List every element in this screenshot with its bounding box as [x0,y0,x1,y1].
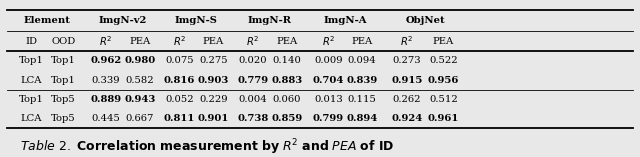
Text: ImgN-S: ImgN-S [175,16,218,25]
Text: 0.894: 0.894 [346,114,378,123]
Text: 0.445: 0.445 [92,114,120,123]
Text: $\mathit{Table\ 2.}$ $\bf{Correlation\ measurement\ by}$ $R^2$ $\bf{and}$ $\math: $\mathit{Table\ 2.}$ $\bf{Correlation\ m… [20,137,394,157]
Text: $R^2$: $R^2$ [400,34,413,48]
Text: 0.980: 0.980 [124,56,156,65]
Text: 0.522: 0.522 [429,56,458,65]
Text: LCA: LCA [20,114,42,123]
Text: PEA: PEA [129,37,150,46]
Text: PEA: PEA [276,37,298,46]
Text: 0.273: 0.273 [392,56,421,65]
Text: 0.811: 0.811 [164,114,195,123]
Text: Top5: Top5 [51,95,76,104]
Text: ImgN-A: ImgN-A [323,16,367,25]
Text: 0.512: 0.512 [429,95,458,104]
Text: 0.915: 0.915 [391,76,422,85]
Text: PEA: PEA [433,37,454,46]
Text: Top1: Top1 [19,95,44,104]
Text: PEA: PEA [351,37,372,46]
Text: Element: Element [24,16,71,25]
Text: 0.275: 0.275 [199,56,228,65]
Text: 0.075: 0.075 [165,56,194,65]
Text: 0.956: 0.956 [428,76,459,85]
Text: $R^2$: $R^2$ [99,34,113,48]
Text: $R^2$: $R^2$ [246,34,260,48]
Text: 0.094: 0.094 [348,56,376,65]
Text: 0.903: 0.903 [198,76,229,85]
Text: 0.704: 0.704 [312,76,344,85]
Text: ImgN-R: ImgN-R [248,16,292,25]
Text: Top1: Top1 [51,56,76,65]
Text: 0.883: 0.883 [271,76,303,85]
Text: 0.779: 0.779 [237,76,269,85]
Text: 0.889: 0.889 [90,95,122,104]
Text: 0.262: 0.262 [392,95,421,104]
Text: 0.009: 0.009 [314,56,342,65]
Text: 0.339: 0.339 [92,76,120,85]
Text: ObjNet: ObjNet [405,16,445,25]
Text: 0.140: 0.140 [273,56,301,65]
Text: $R^2$: $R^2$ [321,34,335,48]
Text: 0.859: 0.859 [271,114,303,123]
Text: $R^2$: $R^2$ [173,34,186,48]
Text: ID: ID [26,37,37,46]
Text: 0.924: 0.924 [391,114,422,123]
Text: 0.004: 0.004 [239,95,268,104]
Text: 0.799: 0.799 [313,114,344,123]
Text: 0.052: 0.052 [165,95,194,104]
Text: 0.839: 0.839 [346,76,378,85]
Text: 0.582: 0.582 [125,76,154,85]
Text: ImgN-v2: ImgN-v2 [99,16,147,25]
Text: 0.013: 0.013 [314,95,342,104]
Text: 0.816: 0.816 [164,76,195,85]
Text: PEA: PEA [203,37,224,46]
Text: 0.961: 0.961 [428,114,459,123]
Text: 0.738: 0.738 [237,114,269,123]
Text: 0.943: 0.943 [124,95,156,104]
Text: 0.060: 0.060 [273,95,301,104]
Text: Top1: Top1 [19,56,44,65]
Text: Top5: Top5 [51,114,76,123]
Text: 0.962: 0.962 [90,56,122,65]
Text: OOD: OOD [51,37,76,46]
Text: 0.020: 0.020 [239,56,268,65]
Text: 0.667: 0.667 [125,114,154,123]
Text: LCA: LCA [20,76,42,85]
Text: 0.901: 0.901 [198,114,229,123]
Text: 0.229: 0.229 [199,95,228,104]
Text: 0.115: 0.115 [348,95,376,104]
Text: Top1: Top1 [51,76,76,85]
